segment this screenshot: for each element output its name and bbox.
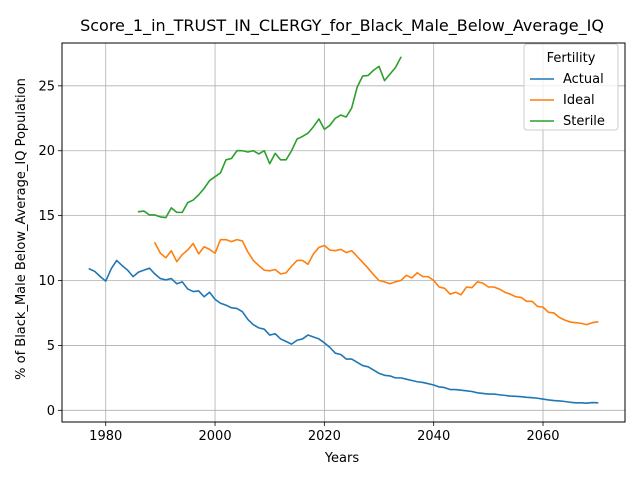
axis-ticks: 1980 2000 2020 2040 2060 0 5 10 15 20 25 xyxy=(38,79,559,444)
x-tick-label: 2040 xyxy=(417,429,450,444)
x-tick-label: 2020 xyxy=(308,429,341,444)
legend-items: Actual Ideal Sterile xyxy=(530,72,605,129)
y-tick-label: 5 xyxy=(47,339,55,354)
x-tick-label: 2060 xyxy=(526,429,559,444)
legend-label-actual: Actual xyxy=(563,72,604,87)
plot-frame xyxy=(61,42,626,423)
legend-label-ideal: Ideal xyxy=(563,93,595,108)
series-lines xyxy=(88,56,599,404)
x-tick-label: 1980 xyxy=(89,429,122,444)
series-line-ideal xyxy=(154,238,599,326)
series-line-sterile xyxy=(137,56,402,219)
y-axis-label: % of Black_Male Below_Average_IQ Populat… xyxy=(14,78,29,380)
x-tick-label: 2000 xyxy=(199,429,232,444)
y-tick-label: 15 xyxy=(38,209,55,224)
legend-title: Fertility xyxy=(547,51,596,66)
y-tick-label: 25 xyxy=(38,79,55,94)
legend-label-sterile: Sterile xyxy=(563,114,605,129)
y-tick-label: 20 xyxy=(38,144,55,159)
y-tick-label: 0 xyxy=(47,404,55,419)
y-tick-label: 10 xyxy=(38,274,55,289)
legend: Fertility Actual Ideal Sterile xyxy=(523,43,619,131)
x-axis-label: Years xyxy=(324,451,360,466)
legend-box xyxy=(523,43,619,131)
series-line-actual xyxy=(88,259,599,404)
chart-title: Score_1_in_TRUST_IN_CLERGY_for_Black_Mal… xyxy=(80,16,604,36)
